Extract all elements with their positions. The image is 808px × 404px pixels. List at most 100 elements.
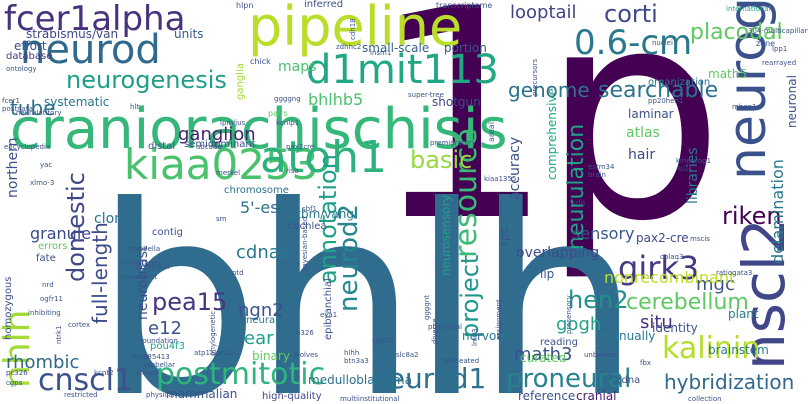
word: errors: [38, 241, 68, 252]
word: atlas: [626, 125, 660, 141]
word: nervous: [462, 329, 511, 343]
word: reference: [518, 389, 576, 403]
word: pairs: [268, 109, 288, 118]
word: sbf1: [302, 205, 318, 213]
word: chick: [250, 57, 271, 66]
word: sm: [216, 215, 227, 223]
word: cerebella: [128, 245, 161, 253]
word: kineurog1: [676, 157, 712, 165]
word: neurosensory: [439, 194, 453, 276]
word: clones: [94, 211, 139, 227]
word: postmitotic: [156, 357, 326, 392]
word: transcriptome: [436, 1, 493, 10]
word: postnatal: [2, 105, 35, 113]
word: premigratory: [430, 139, 476, 147]
word: craniorachischisis: [10, 97, 508, 162]
word: database: [6, 51, 53, 62]
word: sensory: [572, 224, 635, 243]
word: fcer1: [2, 97, 20, 105]
word: proneural: [506, 364, 632, 394]
word: cgps: [6, 379, 23, 387]
word: mscis: [690, 235, 710, 243]
word: ggggng: [274, 95, 301, 103]
word: slc8a2: [396, 351, 419, 359]
word: nonrecombinant: [604, 268, 736, 287]
word: assignment: [495, 299, 503, 340]
word: crlg: [572, 199, 586, 207]
word: maps: [278, 59, 317, 75]
word: zone: [756, 39, 776, 48]
word: kiaa0253: [124, 140, 319, 189]
word: cochlea: [288, 221, 327, 232]
word: multiinstitutional: [340, 395, 400, 403]
word: corti: [604, 0, 658, 28]
word: basic: [410, 146, 473, 174]
word: fcer1alpha: [4, 0, 186, 39]
word: looptail: [510, 2, 577, 23]
word: ntrk1: [55, 325, 63, 344]
word: kcnip1: [276, 119, 300, 127]
word: bayesian-based: [301, 216, 309, 272]
word: hybridization: [664, 370, 795, 394]
word: restricted: [64, 391, 98, 399]
word: situ: [640, 312, 673, 333]
word: abca8a: [196, 143, 222, 151]
word: wolves: [294, 351, 319, 359]
word: rhombic: [6, 352, 80, 373]
word: mhen1: [732, 103, 757, 111]
word: unbiased: [584, 351, 616, 359]
word: positional: [428, 323, 462, 331]
word: tube: [10, 96, 56, 120]
word: ontology: [6, 65, 37, 73]
word: epibranchial: [323, 278, 334, 340]
word: brain: [588, 171, 606, 179]
word: lpmljus: [220, 119, 246, 127]
word: d1mit113: [306, 47, 499, 93]
word: laminar: [628, 107, 674, 121]
word: contig: [152, 227, 184, 238]
word: cortex: [68, 321, 91, 329]
word: semidominant: [184, 139, 256, 150]
word: units: [174, 27, 204, 41]
word: ganglia: [235, 63, 246, 100]
word: libraries: [685, 147, 701, 204]
word: pp20hen1: [648, 97, 684, 105]
word: neurod: [20, 27, 161, 73]
word: ki2r: [678, 165, 692, 173]
word: neuronal: [785, 75, 799, 128]
word: effort: [14, 39, 47, 53]
word: physical: [146, 391, 175, 399]
word: neurulatitory: [16, 109, 62, 117]
word: reading: [540, 337, 578, 348]
word: lip: [540, 267, 555, 281]
word: 304-multicapillary: [748, 27, 808, 35]
word: comprehensive: [545, 88, 559, 180]
word: plant: [728, 307, 759, 321]
word: nrd: [42, 281, 54, 289]
word: neurod1: [370, 362, 487, 395]
word: placement: [120, 273, 158, 281]
word: hen2: [568, 286, 629, 314]
word: cerebellar: [140, 361, 175, 369]
word: homozygous: [3, 276, 14, 341]
word: eya1: [320, 311, 338, 319]
word: pou4f3: [150, 341, 186, 352]
word: binary: [252, 349, 290, 363]
word: organization: [648, 77, 711, 88]
word: foundation: [140, 337, 178, 345]
word: encyclopedia: [4, 143, 51, 151]
word: yac: [40, 161, 53, 169]
word: mgc: [696, 274, 735, 295]
word: merkel: [216, 169, 241, 177]
word: ratiogata3: [716, 269, 753, 277]
word: rpc: [497, 226, 511, 246]
word: zdhhc2: [336, 43, 362, 51]
word: chromosome: [224, 185, 289, 196]
word: hair: [628, 147, 656, 163]
word: cerebellum: [626, 290, 749, 315]
word: granule: [30, 224, 92, 243]
word: overlapping: [516, 245, 600, 261]
word: brainstem: [708, 343, 769, 357]
word: inhibiting: [28, 309, 61, 317]
word: shotgun: [432, 95, 481, 109]
